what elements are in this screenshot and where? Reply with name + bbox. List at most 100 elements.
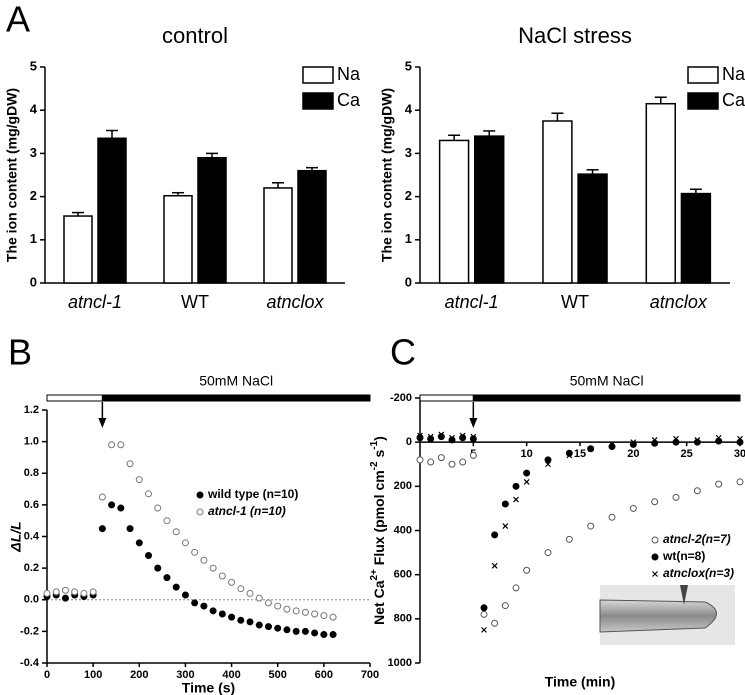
data-point [427,458,435,466]
data-point [651,437,658,443]
data-point [61,594,69,602]
x-axis-label: Time (s) [182,680,235,695]
x-tick-label: 30 [734,448,745,460]
bar [163,194,193,284]
data-point [145,551,153,559]
y-axis-label-part: ) [371,436,387,441]
data-point [301,608,309,616]
data-point [218,572,226,580]
y-tick-label: -0.4 [20,657,40,669]
data-point [292,627,300,635]
x-tick-label: 25 [681,448,693,460]
data-point [501,500,509,508]
data-point [651,439,659,447]
data-point [737,435,743,442]
data-point [89,588,97,596]
y-tick-label: 800 [394,613,412,625]
data-point [117,441,125,449]
data-point [417,432,423,439]
pre-treatment-bar [419,394,474,402]
data-point [209,564,217,572]
legend-label: Ca [722,90,745,110]
data-point [320,631,328,639]
y-tick-label: 0.2 [24,562,39,574]
data-point [715,434,722,441]
y-tick-label: 5 [30,58,37,73]
legend-label: Na [722,64,745,84]
data-point [449,434,455,441]
data-point [80,589,88,597]
data-point [181,539,189,547]
x-tick-label: 100 [84,669,102,681]
bar [474,135,505,284]
y-axis-label-part: s [371,450,387,462]
y-tick-label: 2 [30,188,37,203]
data-point [264,599,272,607]
bar [97,137,127,284]
bar [542,120,573,284]
data-point [609,441,615,448]
x-tick-label: 300 [176,669,194,681]
legend-label: atncl-1 (n=10) [208,504,286,518]
chart-title: NaCl stress [518,23,632,48]
data-point [117,504,125,512]
data-point [320,612,328,620]
data-point [126,460,134,468]
data-point [228,578,236,586]
y-tick-label: 1000 [388,657,412,669]
data-point [237,585,245,593]
data-point [154,564,162,572]
data-point [501,602,509,610]
bar [63,215,93,284]
x-tick-label: atnclox [650,292,708,312]
data-point [108,501,116,509]
legend-marker [652,571,658,577]
bar [577,173,608,284]
y-tick-label: 1 [30,231,37,246]
data-point [545,461,551,468]
y-tick-label: 1 [405,231,412,246]
data-point [61,586,69,594]
data-point [246,589,254,597]
x-tick-label: atncl-1 [68,292,122,312]
legend-swatch [651,536,659,544]
data-point [491,531,499,539]
data-point [311,610,319,618]
data-point [255,594,263,602]
data-point [237,616,245,624]
legend-swatch [687,66,719,84]
data-point [502,523,509,530]
bar [297,169,327,284]
bar [438,139,470,284]
x-tick-label: 10 [521,448,533,460]
data-point [209,607,217,615]
data-point [154,504,162,512]
data-point [694,437,701,443]
x-tick-label: 400 [222,669,240,681]
y-tick-label: -0.2 [20,625,39,637]
data-point [736,478,744,486]
data-point [311,629,319,637]
data-point [283,605,291,613]
data-point [108,441,116,449]
data-point [274,624,282,632]
data-point [630,439,637,446]
y-tick-label: 2 [405,188,412,203]
y-axis-label-part: -2 [369,461,380,470]
legend-marker [651,553,659,561]
y-axis-label-part: 2+ [369,569,380,581]
x-tick-label: 700 [361,669,379,681]
data-point [448,460,456,468]
data-point [672,493,680,501]
y-tick-label: 400 [394,524,412,536]
annotation: 50mM NaCl [570,373,644,389]
legend-label: wild type (n=10) [207,487,298,501]
data-point [329,613,337,621]
data-point [470,433,477,440]
legend-swatch [687,92,719,110]
data-point [292,607,300,615]
data-point [544,549,552,557]
data-point [565,535,573,543]
x-tick-label: atncl-1 [445,292,499,312]
